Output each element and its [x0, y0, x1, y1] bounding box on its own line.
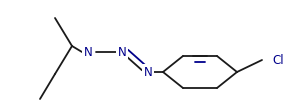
Text: N: N — [84, 46, 92, 58]
Text: Cl: Cl — [272, 54, 284, 66]
Text: N: N — [117, 46, 126, 58]
Text: N: N — [144, 65, 152, 78]
